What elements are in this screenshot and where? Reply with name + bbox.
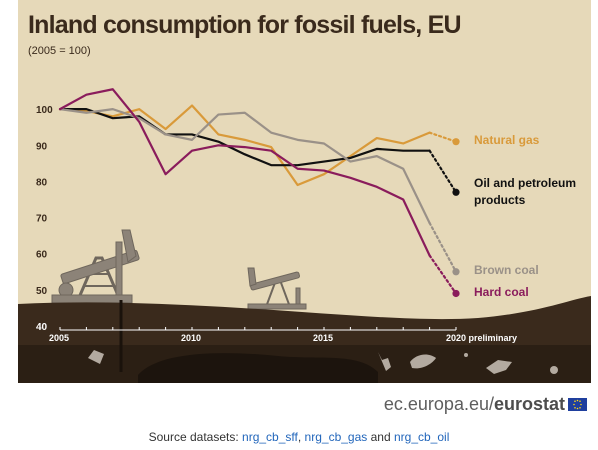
series-endpoint-hard-coal (452, 289, 460, 298)
y-axis: 40 50 60 70 80 90 100 (36, 105, 53, 333)
oil-pump-left-illustration (51, 229, 140, 304)
source-line: Source datasets: nrg_cb_sff, nrg_cb_gas … (0, 430, 598, 444)
underground-shape (138, 353, 378, 383)
legend-natural-gas: Natural gas (474, 133, 540, 147)
x-tick-label: 2010 (181, 333, 201, 343)
fossil-illustrations (88, 350, 558, 374)
series-line-hard-coal (58, 88, 431, 257)
series-line-brown-coal (58, 108, 431, 225)
x-tick-label: 2005 (49, 333, 69, 343)
source-link-nrg-cb-oil[interactable]: nrg_cb_oil (393, 430, 450, 444)
y-tick-label: 70 (36, 214, 48, 225)
source-label: Source datasets: (148, 430, 239, 444)
series-line-natural-gas (58, 104, 431, 187)
series-endpoint-brown-coal (452, 268, 460, 276)
series-preliminary-oil-and-petroleum-products (428, 149, 458, 194)
series-endpoint-natural-gas (452, 138, 460, 146)
series-endpoint-oil-and-petroleum-products (452, 188, 460, 196)
y-tick-label: 60 (36, 250, 48, 261)
y-tick-label: 100 (36, 105, 53, 116)
x-axis: 2005 2010 2015 2020 preliminary (49, 327, 517, 343)
eurostat-logo[interactable]: ec.europa.eu/eurostat (384, 394, 587, 415)
series-layer (58, 88, 460, 298)
source-link-nrg-cb-sff[interactable]: nrg_cb_sff (242, 430, 298, 444)
source-separator-comma: , (297, 430, 302, 444)
series-preliminary-natural-gas (428, 131, 458, 143)
oil-pump-middle-illustration (247, 267, 307, 310)
footer-url-prefix: ec.europa.eu/ (383, 394, 494, 414)
legend-oil-and-petroleum-products: Oil and petroleum products (474, 176, 577, 207)
eu-flag-icon (568, 398, 587, 411)
legend-hard-coal: Hard coal (474, 285, 529, 299)
series-preliminary-hard-coal (428, 254, 458, 295)
chart-title: Inland consumption for fossil fuels, EU (28, 11, 462, 39)
series-line-oil-and-petroleum-products (58, 108, 431, 167)
chart-subtitle: (2005 = 100) (28, 45, 91, 57)
y-tick-label: 80 (36, 177, 48, 188)
footer-brand: eurostat (493, 394, 565, 414)
x-tick-label: 2020 preliminary (446, 333, 517, 343)
y-tick-label: 50 (36, 286, 48, 297)
x-tick-label: 2015 (313, 333, 333, 343)
series-preliminary-brown-coal (428, 221, 458, 273)
chart-plot: 2005 2010 2015 2020 preliminary 40 50 60 70 80 9… (18, 88, 591, 383)
legend-brown-coal: Brown coal (474, 263, 539, 277)
y-tick-label: 90 (36, 141, 48, 152)
source-separator-and: and (370, 430, 391, 444)
chart-panel: 2005 2010 2015 2020 preliminary 40 50 60 70 80 9… (18, 0, 591, 383)
y-tick-label: 40 (36, 322, 48, 333)
source-link-nrg-cb-gas[interactable]: nrg_cb_gas (304, 430, 368, 444)
